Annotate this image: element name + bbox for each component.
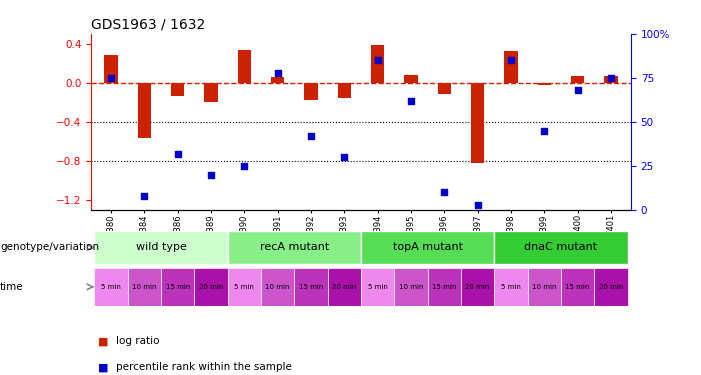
Bar [528,268,561,306]
Text: 5 min: 5 min [101,284,121,290]
Text: 15 min: 15 min [299,284,323,290]
Point [272,69,283,75]
Bar [494,231,627,264]
Text: genotype/variation: genotype/variation [0,243,99,252]
Point [505,57,517,63]
Bar [238,50,251,83]
Point [339,154,350,160]
Text: 5 min: 5 min [501,284,521,290]
Bar [294,268,327,306]
Text: 10 min: 10 min [399,284,423,290]
Point [239,163,250,169]
Point [106,75,117,81]
Bar [161,268,194,306]
Text: percentile rank within the sample: percentile rank within the sample [116,363,292,372]
Text: 20 min: 20 min [332,284,357,290]
Bar [395,268,428,306]
Bar [361,231,494,264]
Bar [504,51,517,83]
Bar [261,268,294,306]
Text: 15 min: 15 min [432,284,456,290]
Bar [304,83,318,100]
Text: dnaC mutant: dnaC mutant [524,243,597,252]
Bar [361,268,395,306]
Text: 5 min: 5 min [368,284,388,290]
Text: log ratio: log ratio [116,336,159,346]
Bar [428,268,461,306]
Bar [228,231,361,264]
Text: 10 min: 10 min [132,284,157,290]
Bar [104,55,118,83]
Bar [404,75,418,83]
Bar [494,268,528,306]
Bar [538,83,551,85]
Bar [471,83,484,163]
Point [439,189,450,195]
Bar [594,268,627,306]
Text: topA mutant: topA mutant [393,243,463,252]
Text: 20 min: 20 min [599,284,623,290]
Bar [205,83,218,102]
Point [372,57,383,63]
Point [172,151,184,157]
Bar [371,45,384,83]
Point [405,98,416,104]
Bar [338,83,351,98]
Text: 10 min: 10 min [532,284,557,290]
Point [538,128,550,134]
Bar [327,268,361,306]
Text: 10 min: 10 min [266,284,290,290]
Bar [571,76,584,83]
Text: 20 min: 20 min [199,284,223,290]
Text: recA mutant: recA mutant [260,243,329,252]
Point [605,75,616,81]
Bar [437,83,451,94]
Bar [194,268,228,306]
Bar [138,83,151,138]
Text: 15 min: 15 min [566,284,590,290]
Point [139,193,150,199]
Bar [461,268,494,306]
Point [572,87,583,93]
Text: GDS1963 / 1632: GDS1963 / 1632 [91,17,205,31]
Text: ■: ■ [98,363,109,372]
Point [472,202,483,208]
Bar [95,231,228,264]
Text: ■: ■ [98,336,109,346]
Text: 5 min: 5 min [234,284,254,290]
Bar [271,77,285,83]
Point [306,133,317,139]
Text: wild type: wild type [136,243,186,252]
Point [205,172,217,178]
Bar [171,83,184,96]
Bar [228,268,261,306]
Bar [95,268,128,306]
Bar [128,268,161,306]
Text: time: time [0,282,24,292]
Text: 15 min: 15 min [165,284,190,290]
Bar [561,268,594,306]
Bar [604,76,618,83]
Text: 20 min: 20 min [465,284,490,290]
